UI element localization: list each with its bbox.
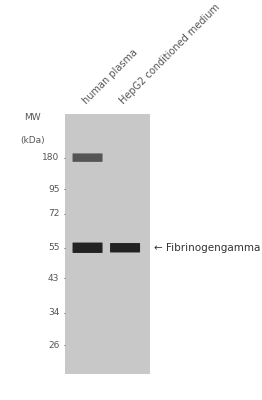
Text: HepG2 conditioned medium: HepG2 conditioned medium	[118, 2, 222, 106]
FancyBboxPatch shape	[73, 154, 102, 162]
Text: 72: 72	[48, 210, 59, 218]
Bar	[65, 114, 150, 374]
FancyBboxPatch shape	[73, 242, 102, 253]
Text: 34: 34	[48, 308, 59, 317]
Text: 26: 26	[48, 341, 59, 350]
Text: human plasma: human plasma	[80, 47, 139, 106]
FancyBboxPatch shape	[110, 243, 140, 252]
Text: 180: 180	[42, 153, 59, 162]
Text: 43: 43	[48, 274, 59, 282]
Text: 95: 95	[48, 185, 59, 194]
Text: MW: MW	[24, 113, 41, 122]
Text: (kDa): (kDa)	[20, 136, 45, 146]
Text: 55: 55	[48, 243, 59, 252]
Text: ← Fibrinogengamma: ← Fibrinogengamma	[154, 243, 261, 253]
